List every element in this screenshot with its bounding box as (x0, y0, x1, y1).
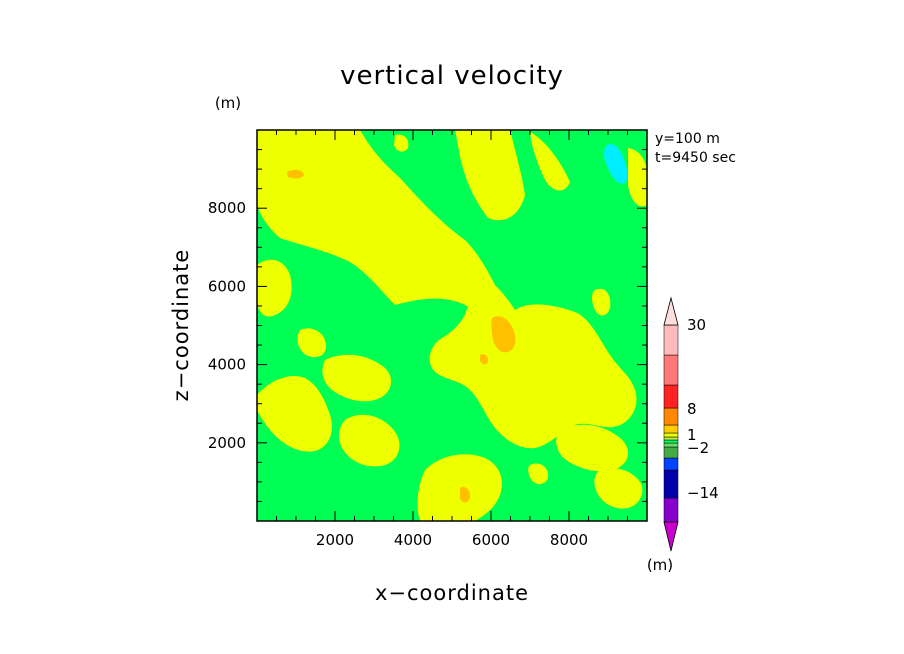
colorbar-label: −14 (687, 484, 719, 502)
contour-region-mid-left (322, 354, 392, 402)
contour-region-right-middle (556, 424, 629, 472)
x-tick-label: 8000 (550, 531, 588, 549)
chart-title: vertical velocity (340, 61, 564, 91)
contour-core-center (491, 316, 516, 353)
colorbar-swatch (663, 407, 679, 426)
y-axis-tick-labels: 2000 4000 6000 8000 (208, 199, 246, 452)
contour-region-small-2 (528, 463, 549, 485)
strong-positive-regions (287, 169, 516, 503)
colorbar: 30 8 1−2 −14 (663, 296, 719, 552)
colorbar-swatch (663, 432, 679, 438)
contour-core-top-left (287, 169, 304, 179)
colorbar-swatch (663, 324, 679, 356)
y-axis-title: z−coordinate (169, 249, 193, 402)
colorbar-swatch (663, 446, 679, 459)
y-tick-label: 2000 (208, 434, 246, 452)
contour-region-right-lower (594, 468, 643, 509)
contour-region-small-1 (394, 134, 409, 152)
axis-ticks (257, 130, 647, 521)
contour-region-left-upper (257, 259, 292, 317)
contour-region-lower-left (338, 414, 400, 467)
contour-core-lower (460, 486, 471, 503)
contour-region-upper-right (628, 148, 647, 207)
colorbar-label: 8 (687, 400, 697, 418)
contour-field (257, 130, 647, 521)
contour-region-top-right (530, 132, 570, 191)
contour-region-negative-top-right (604, 144, 628, 184)
colorbar-swatch (663, 469, 679, 499)
contour-region-lower-center (417, 454, 502, 521)
colorbar-swatch (663, 497, 679, 523)
contour-region-top-center (455, 130, 525, 221)
colorbar-swatch (663, 424, 679, 434)
contour-region-upper-right-mid (591, 288, 611, 316)
colorbar-swatch (663, 384, 679, 409)
x-axis-title: x−coordinate (375, 581, 529, 605)
annotation-time: t=9450 sec (655, 150, 736, 166)
z-unit-label: (m) (215, 94, 241, 112)
y-tick-label: 6000 (208, 277, 246, 295)
colorbar-min-arrow (663, 521, 679, 552)
y-tick-label: 4000 (208, 356, 246, 374)
contour-region-center (429, 270, 637, 449)
x-axis-tick-labels: 2000 4000 6000 8000 (316, 531, 588, 549)
annotation-y: y=100 m (655, 131, 720, 147)
y-tick-label: 8000 (208, 199, 246, 217)
colorbar-label: 30 (687, 316, 706, 334)
colorbar-swatch (663, 354, 679, 386)
colorbar-unit-label: (m) (647, 556, 673, 574)
colorbar-swatch (663, 457, 679, 471)
contour-region-right-mid-small (575, 358, 605, 389)
contour-region-left-upper-mid (297, 328, 327, 358)
colorbar-label: 1 (687, 426, 697, 444)
x-tick-label: 2000 (316, 531, 354, 549)
negative-velocity-regions (604, 144, 628, 184)
colorbar-swatch (663, 439, 679, 444)
x-tick-label: 4000 (394, 531, 432, 549)
colorbar-swatch (663, 442, 679, 448)
colorbar-max-arrow (663, 296, 679, 326)
x-tick-label: 6000 (472, 531, 510, 549)
contour-region-left-middle (257, 375, 332, 452)
contour-core-mid (480, 354, 489, 365)
positive-velocity-regions (257, 130, 647, 521)
colorbar-swatch (663, 436, 679, 441)
colorbar-label: −2 (687, 439, 709, 457)
contour-region-top-left (257, 130, 505, 314)
